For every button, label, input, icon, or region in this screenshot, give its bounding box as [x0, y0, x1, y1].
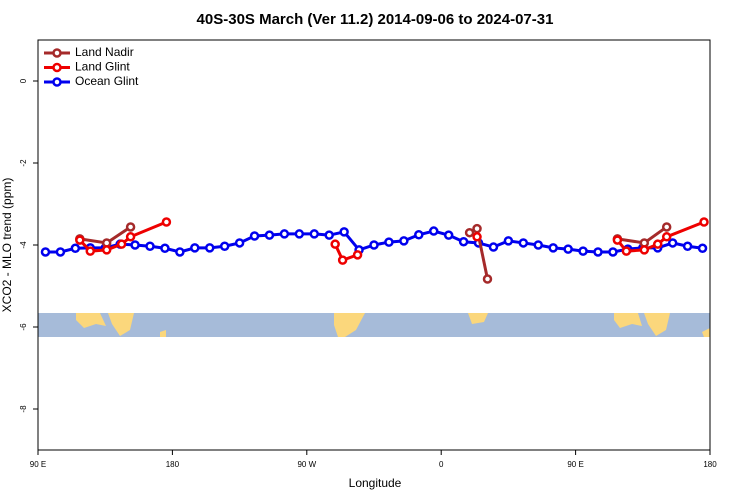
point: [482, 274, 493, 284]
point: [608, 247, 618, 257]
point: [75, 235, 85, 245]
point: [219, 241, 230, 251]
point: [369, 240, 379, 250]
point: [563, 244, 573, 254]
point: [309, 229, 320, 239]
legend-label: Ocean Glint: [75, 74, 139, 88]
y-tick-label: -8: [19, 405, 28, 413]
point: [464, 227, 475, 238]
point: [682, 241, 693, 251]
point: [458, 236, 469, 247]
point: [145, 241, 155, 251]
point: [294, 229, 305, 239]
point: [234, 238, 245, 248]
x-tick-label: 90 E: [30, 460, 46, 469]
x-tick-label: 90 E: [567, 460, 583, 469]
point: [101, 245, 112, 255]
y-axis-label: XCO2 - MLO trend (ppm): [0, 178, 14, 313]
x-tick-label: 180: [703, 460, 717, 469]
point: [160, 243, 170, 254]
point: [661, 232, 672, 242]
point: [533, 240, 544, 250]
point: [279, 229, 290, 239]
point: [414, 230, 424, 240]
point: [503, 236, 514, 246]
point: [652, 239, 663, 249]
point: [443, 230, 454, 240]
point: [352, 250, 363, 260]
point: [204, 243, 215, 253]
point: [548, 243, 558, 253]
legend-marker: [52, 62, 62, 73]
map-strip: [38, 313, 710, 337]
legend-label: Land Nadir: [75, 45, 134, 59]
point: [264, 230, 275, 240]
point: [249, 231, 260, 241]
legend-label: Land Glint: [75, 60, 130, 74]
point: [190, 243, 200, 253]
point: [175, 247, 185, 257]
point: [339, 227, 349, 237]
y-tick-label: 0: [19, 78, 28, 83]
point: [125, 232, 136, 242]
point: [116, 239, 127, 249]
point: [621, 246, 632, 256]
point: [697, 243, 708, 254]
point: [472, 223, 482, 234]
point: [612, 235, 623, 245]
point: [578, 246, 588, 256]
point: [125, 222, 136, 232]
point: [428, 226, 439, 236]
point: [337, 255, 348, 265]
series-line: [79, 225, 668, 280]
point: [399, 236, 409, 246]
x-axis-label: Longitude: [349, 476, 402, 490]
point: [85, 246, 96, 256]
point: [518, 238, 529, 248]
point: [384, 237, 394, 247]
point: [70, 243, 81, 254]
chart-title: 40S-30S March (Ver 11.2) 2014-09-06 to 2…: [197, 11, 554, 28]
x-tick-label: 0: [439, 460, 444, 469]
point: [488, 242, 499, 252]
y-tick-label: -6: [19, 323, 28, 331]
point: [699, 217, 709, 227]
point: [324, 230, 334, 240]
y-tick-label: -2: [19, 159, 28, 167]
point: [593, 247, 603, 257]
point: [472, 232, 482, 242]
legend-marker: [52, 48, 62, 58]
x-tick-label: 90 W: [297, 460, 316, 469]
point: [130, 240, 140, 250]
x-tick-label: 180: [166, 460, 180, 469]
point: [40, 247, 51, 257]
y-tick-label: -4: [19, 241, 28, 249]
legend-marker: [52, 77, 62, 87]
point: [161, 217, 172, 227]
point: [330, 239, 340, 249]
point: [639, 245, 650, 255]
point: [667, 238, 678, 248]
point: [661, 222, 672, 232]
point: [55, 247, 66, 257]
